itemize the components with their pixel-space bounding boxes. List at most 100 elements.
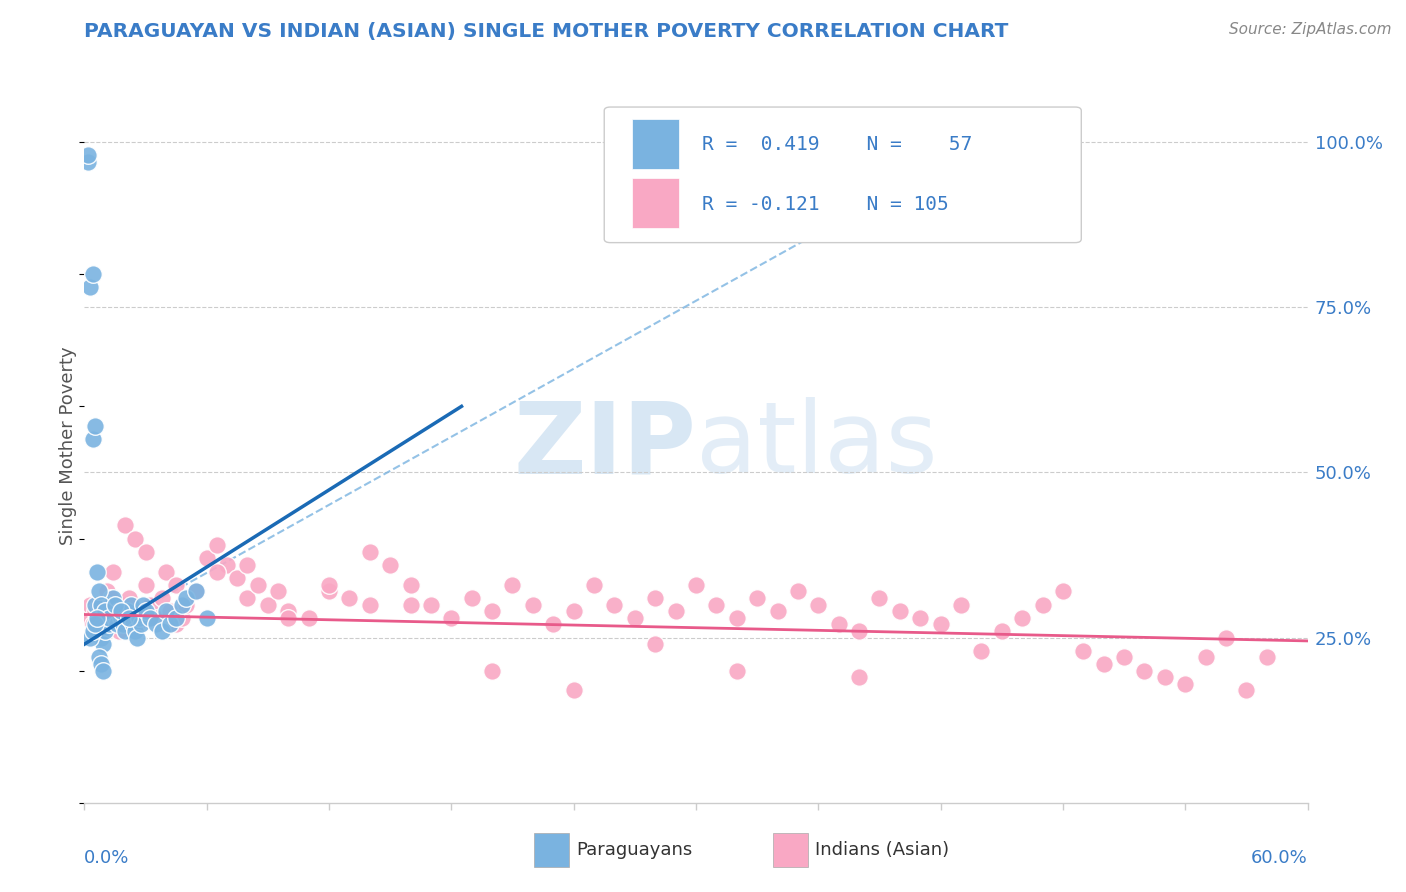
Point <box>110 604 132 618</box>
Point <box>79 280 101 294</box>
Point <box>172 598 194 612</box>
Point <box>603 598 626 612</box>
Point <box>112 598 135 612</box>
Point <box>86 611 108 625</box>
Point <box>1133 664 1156 678</box>
Point <box>226 571 249 585</box>
Point <box>624 611 647 625</box>
Point <box>83 598 105 612</box>
Point <box>440 611 463 625</box>
Point <box>562 604 585 618</box>
Point <box>87 624 110 638</box>
Point <box>910 611 932 625</box>
Point <box>118 591 141 605</box>
FancyBboxPatch shape <box>605 107 1081 243</box>
Text: ZIP: ZIP <box>513 398 696 494</box>
Y-axis label: Single Mother Poverty: Single Mother Poverty <box>59 347 77 545</box>
Point <box>79 631 101 645</box>
Point <box>83 419 105 434</box>
Point <box>128 611 150 625</box>
Text: Paraguayans: Paraguayans <box>576 841 693 859</box>
Text: 60.0%: 60.0% <box>1251 849 1308 867</box>
Text: atlas: atlas <box>696 398 938 494</box>
Point <box>165 611 187 625</box>
Point <box>1256 650 1278 665</box>
Point <box>101 565 124 579</box>
Point <box>138 598 160 612</box>
Point <box>1236 683 1258 698</box>
Point <box>176 591 198 605</box>
Point <box>420 598 443 612</box>
Point <box>87 598 110 612</box>
Point <box>93 604 117 618</box>
Point <box>522 598 544 612</box>
Point <box>120 598 142 612</box>
Point <box>644 591 666 605</box>
Point <box>155 565 177 579</box>
Point <box>96 584 118 599</box>
Point <box>83 617 105 632</box>
Point <box>135 578 157 592</box>
Point <box>132 598 155 612</box>
Point <box>131 617 153 632</box>
Text: PARAGUAYAN VS INDIAN (ASIAN) SINGLE MOTHER POVERTY CORRELATION CHART: PARAGUAYAN VS INDIAN (ASIAN) SINGLE MOTH… <box>84 22 1008 41</box>
Point <box>159 617 181 632</box>
Point <box>105 604 128 618</box>
Point <box>848 670 870 684</box>
Text: R =  0.419    N =    57: R = 0.419 N = 57 <box>702 136 973 154</box>
Point <box>82 267 104 281</box>
Point <box>118 611 141 625</box>
Point <box>339 591 361 605</box>
Point <box>104 598 127 612</box>
Point <box>90 598 112 612</box>
Point <box>1114 650 1136 665</box>
Point <box>186 584 208 599</box>
Point <box>257 598 280 612</box>
Point <box>83 604 105 618</box>
Point <box>725 611 748 625</box>
Text: Indians (Asian): Indians (Asian) <box>815 841 949 859</box>
Point <box>318 584 340 599</box>
Point <box>869 591 891 605</box>
Point <box>82 624 104 638</box>
Point <box>115 604 138 618</box>
Point <box>562 683 585 698</box>
Point <box>97 604 120 618</box>
Point <box>236 558 259 572</box>
Point <box>114 624 136 638</box>
Point <box>79 598 101 612</box>
Point <box>195 611 218 625</box>
Point <box>101 591 124 605</box>
Point <box>1154 670 1177 684</box>
Point <box>970 644 993 658</box>
Point <box>110 611 132 625</box>
Point <box>298 611 321 625</box>
Point <box>90 631 112 645</box>
Point <box>706 598 728 612</box>
Point <box>1215 631 1237 645</box>
Point <box>127 617 149 632</box>
Text: R = -0.121    N = 105: R = -0.121 N = 105 <box>702 195 949 214</box>
Point <box>685 578 707 592</box>
Point <box>86 611 108 625</box>
Point <box>124 532 146 546</box>
Point <box>205 565 228 579</box>
Point <box>122 611 145 625</box>
Point <box>127 631 149 645</box>
Point <box>105 617 128 632</box>
Point <box>159 604 181 618</box>
Point <box>1092 657 1115 671</box>
Point <box>124 624 146 638</box>
Point <box>90 624 112 638</box>
Point <box>77 148 100 162</box>
Point <box>176 598 198 612</box>
Point <box>236 591 259 605</box>
Point <box>359 545 381 559</box>
Point <box>104 617 127 632</box>
Point <box>1073 644 1095 658</box>
Point <box>110 611 132 625</box>
Point <box>318 578 340 592</box>
Point <box>399 598 422 612</box>
Point <box>1195 650 1218 665</box>
Point <box>848 624 870 638</box>
